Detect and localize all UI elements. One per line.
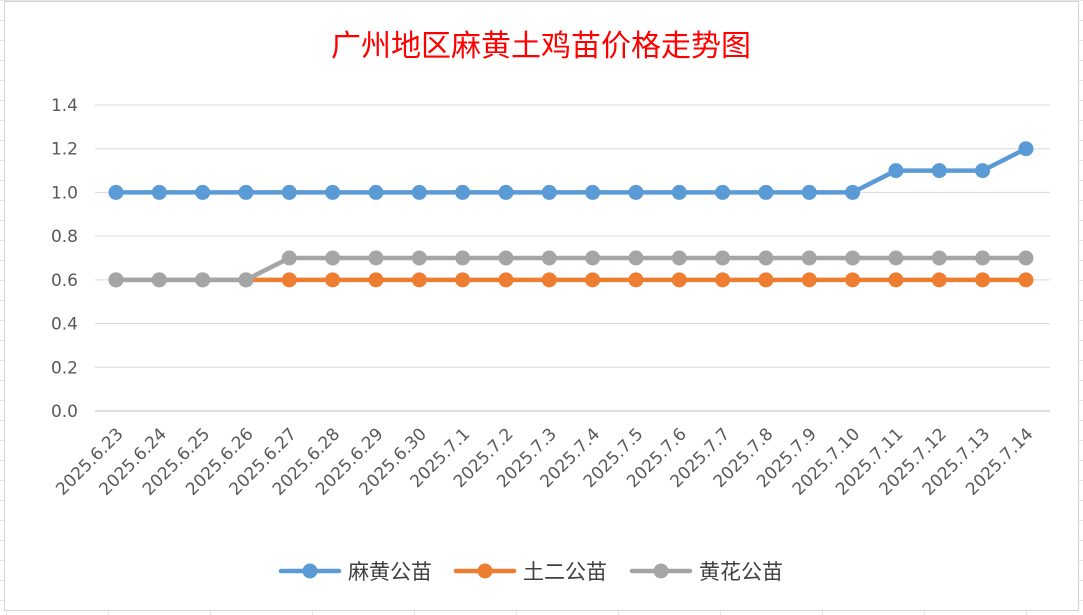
data-point — [975, 272, 991, 288]
data-point — [325, 184, 341, 200]
data-point — [368, 184, 384, 200]
data-point — [585, 250, 601, 266]
data-point — [671, 250, 687, 266]
y-tick-label: 0.0 — [51, 402, 78, 422]
data-point — [758, 184, 774, 200]
data-point — [888, 272, 904, 288]
data-point — [931, 163, 947, 179]
data-point — [888, 163, 904, 179]
data-point — [845, 272, 861, 288]
y-tick-label: 1.4 — [51, 96, 78, 116]
data-point — [195, 184, 211, 200]
data-point — [281, 272, 297, 288]
data-point — [541, 184, 557, 200]
data-point — [325, 250, 341, 266]
legend-item: 土二公苗 — [453, 560, 607, 584]
data-point — [585, 184, 601, 200]
data-point — [498, 184, 514, 200]
data-point — [281, 184, 297, 200]
data-point — [455, 184, 471, 200]
data-point — [931, 250, 947, 266]
gridlines — [95, 104, 1050, 368]
y-tick-label: 0.8 — [51, 227, 78, 247]
data-point — [628, 184, 644, 200]
legend-label: 黄花公苗 — [699, 560, 783, 584]
data-point — [1018, 250, 1034, 266]
series-line — [113, 146, 1029, 195]
data-point — [888, 250, 904, 266]
data-point — [411, 184, 427, 200]
data-point — [845, 184, 861, 200]
data-point — [151, 272, 167, 288]
y-tick-label: 0.2 — [51, 358, 78, 378]
legend-marker — [477, 563, 493, 579]
data-point — [151, 184, 167, 200]
data-point — [585, 272, 601, 288]
data-point — [108, 272, 124, 288]
data-point — [238, 272, 254, 288]
data-point — [281, 250, 297, 266]
data-point — [801, 184, 817, 200]
data-point — [758, 250, 774, 266]
data-point — [715, 184, 731, 200]
data-point — [671, 184, 687, 200]
data-point — [975, 163, 991, 179]
legend-label: 土二公苗 — [523, 560, 607, 584]
data-point — [368, 250, 384, 266]
data-point — [1018, 272, 1034, 288]
data-point — [715, 272, 731, 288]
data-point — [195, 272, 211, 288]
data-point — [411, 272, 427, 288]
data-point — [671, 272, 687, 288]
data-point — [628, 250, 644, 266]
data-point — [455, 272, 471, 288]
legend-label: 麻黄公苗 — [348, 560, 432, 584]
data-point — [368, 272, 384, 288]
data-point — [498, 272, 514, 288]
y-tick-label: 1.0 — [51, 183, 78, 203]
data-point — [758, 272, 774, 288]
series-1 — [108, 141, 1034, 200]
y-tick-label: 0.6 — [51, 271, 78, 291]
data-point — [845, 250, 861, 266]
data-point — [975, 250, 991, 266]
legend-item: 黄花公苗 — [629, 560, 783, 584]
data-point — [1018, 141, 1034, 157]
series-layer — [108, 141, 1034, 288]
x-axis-ticks: 2025.6.232025.6.242025.6.252025.6.262025… — [52, 424, 1037, 499]
legend: 麻黄公苗 土二公苗 黄花公苗 — [278, 560, 783, 584]
legend-marker — [653, 563, 669, 579]
y-axis-ticks: 0.0 0.2 0.4 0.6 0.8 1.0 1.2 1.4 — [51, 96, 78, 422]
data-point — [541, 272, 557, 288]
data-point — [931, 272, 947, 288]
data-point — [715, 250, 731, 266]
data-point — [238, 184, 254, 200]
legend-marker — [302, 563, 318, 579]
chart-title: 广州地区麻黄土鸡苗价格走势图 — [331, 29, 751, 64]
data-point — [325, 272, 341, 288]
data-point — [541, 250, 557, 266]
data-point — [455, 250, 471, 266]
data-point — [498, 250, 514, 266]
data-point — [108, 184, 124, 200]
y-tick-label: 0.4 — [51, 315, 78, 335]
chart-area[interactable] — [4, 1, 1079, 611]
data-point — [801, 272, 817, 288]
legend-item: 麻黄公苗 — [278, 560, 432, 584]
data-point — [801, 250, 817, 266]
data-point — [628, 272, 644, 288]
data-point — [411, 250, 427, 266]
series-3 — [108, 250, 1034, 288]
y-tick-label: 1.2 — [51, 140, 78, 160]
series-line — [113, 255, 1029, 283]
